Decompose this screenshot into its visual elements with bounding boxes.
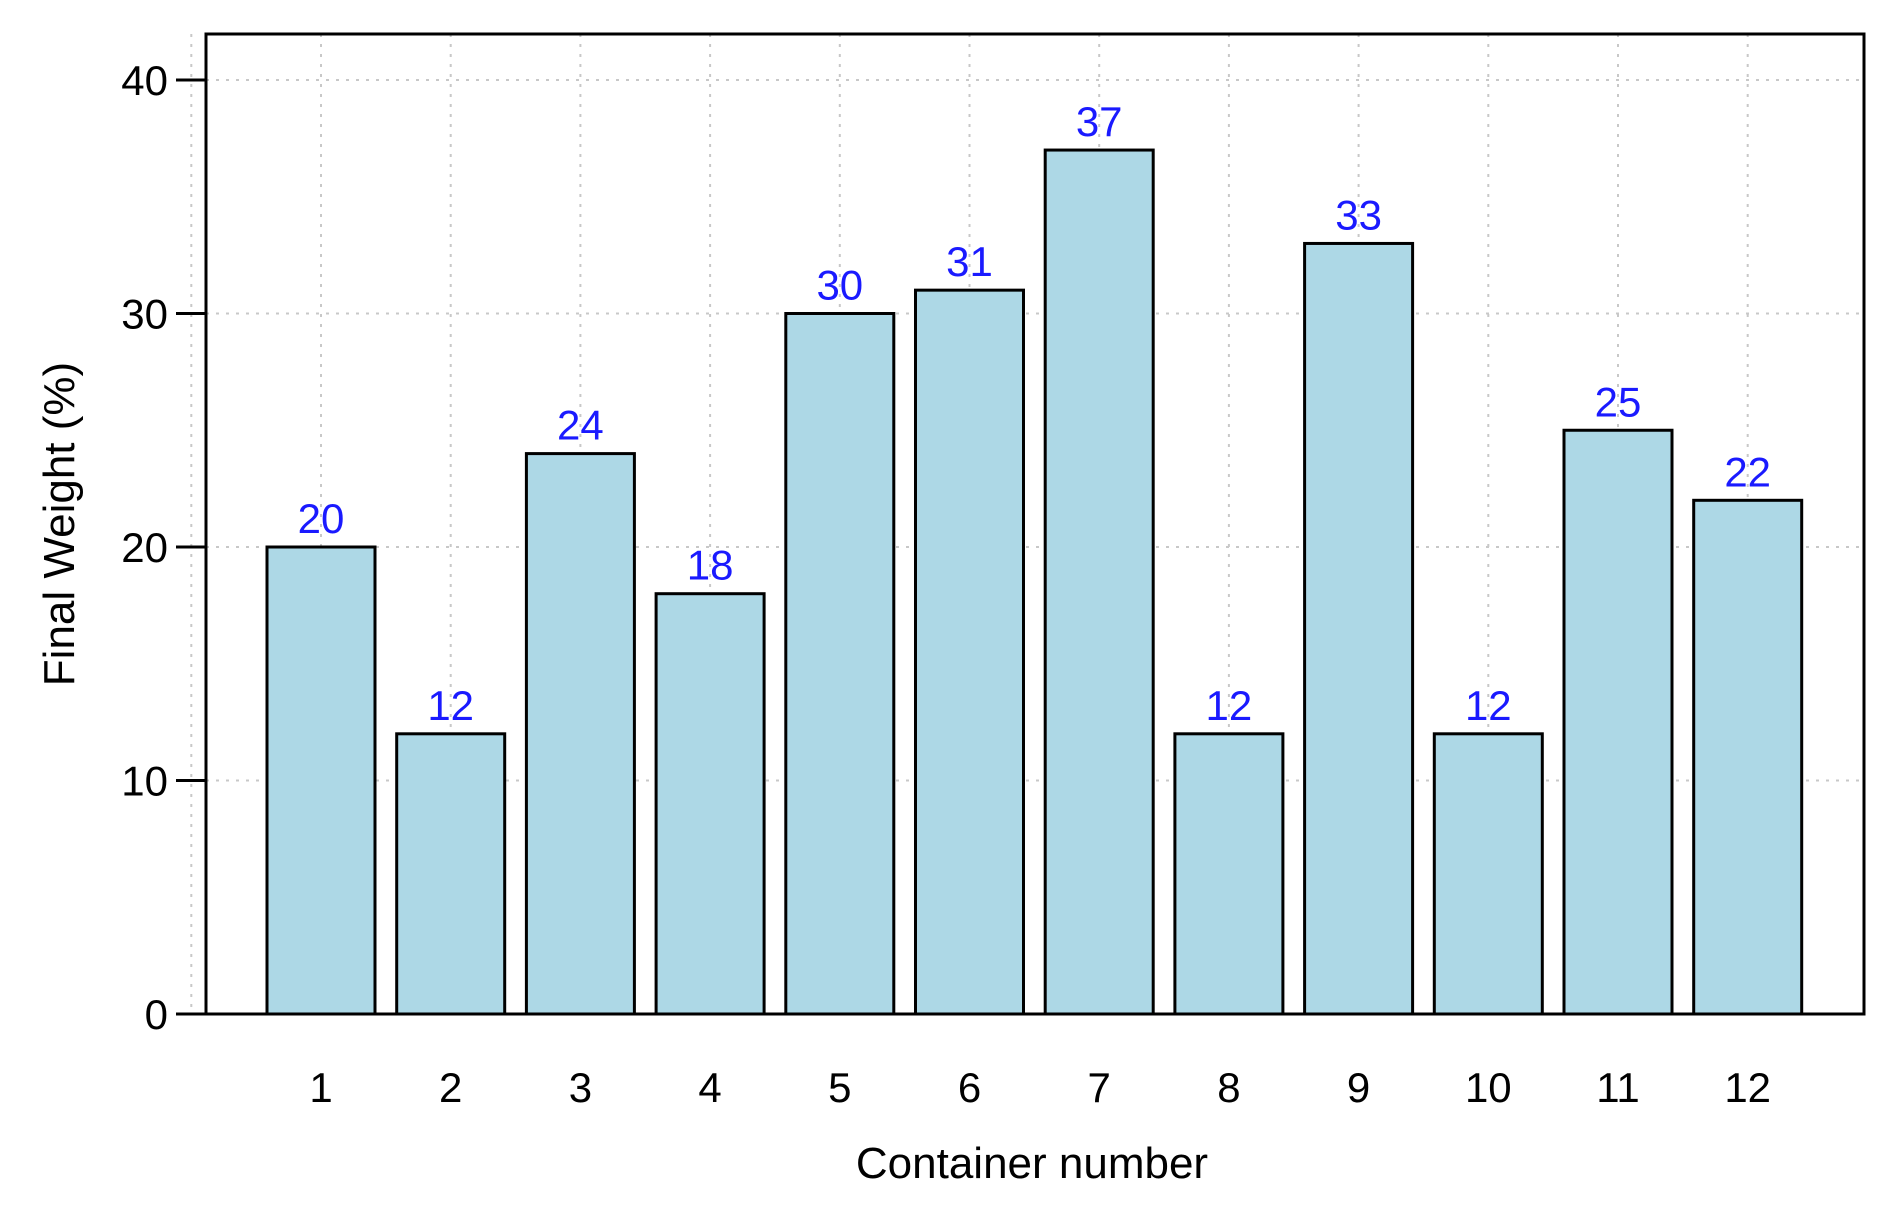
x-tick-label: 9 [1347, 1064, 1370, 1111]
data-label: 25 [1595, 378, 1642, 425]
data-label: 20 [298, 495, 345, 542]
data-label: 24 [557, 402, 604, 449]
x-tick-label: 5 [828, 1064, 851, 1111]
data-label: 31 [946, 238, 993, 285]
bar-container-9 [1303, 241, 1415, 1016]
y-tick-label: 40 [121, 57, 168, 104]
x-tick-label: 7 [1088, 1064, 1111, 1111]
y-axis-title: Final Weight (%) [35, 362, 84, 686]
bar-container-2 [395, 732, 507, 1016]
data-label: 12 [1206, 682, 1253, 729]
x-tick-label: 10 [1465, 1064, 1512, 1111]
bar-container-5 [784, 312, 896, 1016]
bar-container-7 [1043, 148, 1155, 1016]
data-label: 33 [1335, 191, 1382, 238]
y-tick-label: 0 [145, 991, 168, 1038]
data-label: 30 [816, 262, 863, 309]
bar-container-1 [265, 545, 377, 1016]
data-label: 12 [427, 682, 474, 729]
y-tick-label: 20 [121, 524, 168, 571]
bars [265, 148, 1804, 1016]
data-label: 22 [1724, 448, 1771, 495]
data-labels: 20 12 24 18 30 31 37 12 33 12 25 22 [298, 98, 1771, 729]
x-tick-label: 6 [958, 1064, 981, 1111]
x-tick-label: 11 [1596, 1064, 1640, 1111]
x-tick-label: 2 [439, 1064, 462, 1111]
y-tick-label: 10 [121, 758, 168, 805]
x-tick-label: 12 [1724, 1064, 1771, 1111]
bar-container-10 [1432, 732, 1544, 1016]
data-label: 12 [1465, 682, 1512, 729]
x-axis-title: Container number [856, 1139, 1208, 1188]
bar-container-4 [654, 592, 766, 1016]
data-label: 37 [1076, 98, 1123, 145]
x-tick-label: 4 [698, 1064, 721, 1111]
bar-container-6 [914, 288, 1025, 1016]
y-tick-label: 30 [121, 291, 168, 338]
x-tick-label: 8 [1217, 1064, 1240, 1111]
x-tick-label: 3 [569, 1064, 592, 1111]
bar-container-3 [524, 452, 636, 1016]
bar-container-12 [1692, 498, 1804, 1016]
x-tick-label: 1 [309, 1064, 332, 1111]
bar-container-8 [1173, 732, 1285, 1016]
data-label: 18 [687, 542, 734, 589]
bar-container-11 [1562, 428, 1674, 1016]
